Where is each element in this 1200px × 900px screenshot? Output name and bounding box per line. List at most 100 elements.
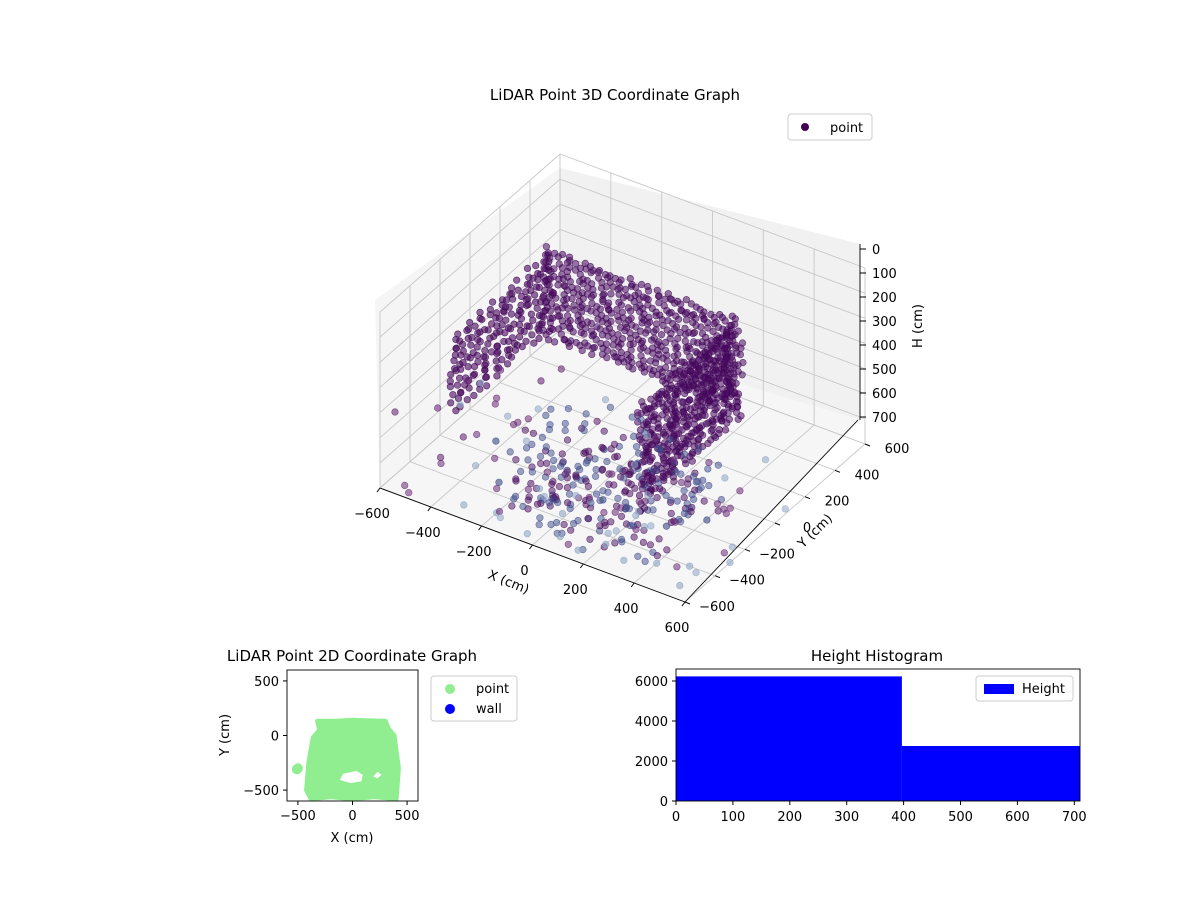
point-3d — [701, 411, 709, 420]
point-3d — [738, 371, 746, 379]
point-3d — [564, 405, 573, 413]
point-3d — [595, 267, 604, 275]
point-3d — [680, 509, 689, 518]
point-3d — [670, 477, 678, 486]
point-3d — [535, 283, 543, 292]
z-tick-label-3d: 200 — [872, 291, 897, 306]
point-3d — [476, 385, 484, 393]
point-region-2d — [304, 717, 401, 801]
point-3d — [550, 496, 558, 504]
point-3d — [723, 353, 732, 361]
point-3d — [447, 399, 455, 407]
point-3d — [493, 342, 502, 350]
chart-3d-title: LiDAR Point 3D Coordinate Graph — [490, 86, 740, 104]
point-3d — [612, 527, 620, 535]
point-3d — [545, 257, 553, 266]
point-3d — [592, 336, 600, 344]
point-3d — [709, 417, 717, 425]
y-tick-label-2d: 500 — [254, 675, 279, 690]
point-3d — [405, 489, 413, 497]
point-3d — [564, 540, 572, 548]
point-3d — [508, 502, 516, 510]
point-3d — [712, 336, 720, 344]
point-3d — [459, 359, 467, 367]
y-axis-line — [684, 419, 859, 603]
point-3d — [726, 327, 734, 336]
point-3d — [616, 465, 624, 473]
point-3d — [530, 339, 538, 347]
point-3d — [496, 513, 505, 522]
point-3d — [477, 379, 485, 387]
x-tick-label-3d: 400 — [614, 602, 639, 617]
chart-3d: −600 −400 −200 0 200 400 600 −600 −400 −200 0 200 40… — [354, 86, 926, 636]
point-3d — [602, 340, 611, 348]
point-3d — [708, 380, 717, 388]
point-3d — [437, 459, 445, 468]
point-3d — [672, 437, 680, 445]
point-3d — [437, 453, 445, 462]
y-tick-label-hist: 4000 — [635, 715, 668, 730]
point-3d — [494, 348, 502, 356]
point-3d — [550, 338, 559, 346]
point-3d — [601, 396, 610, 404]
point-3d — [547, 405, 555, 413]
point-3d — [466, 319, 474, 327]
point-3d — [705, 349, 713, 357]
point-3d — [674, 334, 682, 343]
point-3d — [680, 493, 688, 502]
point-3d — [662, 522, 671, 530]
point-3d — [673, 563, 681, 571]
point-3d — [459, 340, 467, 349]
point-3d — [434, 404, 442, 412]
point-3d — [628, 413, 636, 421]
point-3d — [648, 453, 656, 462]
point-3d — [524, 300, 532, 309]
point-3d — [723, 369, 732, 377]
point-3d — [639, 357, 648, 365]
point-3d — [660, 456, 668, 464]
legend-3d-marker — [801, 123, 809, 131]
legend-3d-frame — [787, 113, 873, 141]
point-3d — [627, 346, 635, 354]
point-3d — [638, 398, 646, 406]
point-3d — [626, 275, 634, 283]
point-3d — [491, 400, 499, 408]
point-3d — [651, 435, 660, 443]
point-3d — [577, 308, 586, 316]
point-3d — [561, 419, 569, 428]
point-3d — [584, 515, 593, 523]
point-3d — [543, 280, 551, 288]
point-3d — [491, 454, 499, 462]
point-3d — [547, 324, 555, 333]
point-3d — [666, 335, 674, 343]
y-tick-label-3d: 200 — [825, 495, 850, 510]
x-tick-3d — [427, 506, 432, 512]
point-3d — [588, 350, 596, 359]
point-3d — [669, 456, 677, 464]
point-3d — [635, 473, 643, 481]
point-3d — [666, 376, 674, 384]
point-3d — [667, 496, 675, 504]
point-3d — [607, 518, 615, 526]
point-3d — [600, 508, 608, 517]
point-3d — [536, 514, 544, 522]
point-3d — [644, 326, 652, 334]
point-3d — [614, 494, 622, 502]
point-3d — [574, 462, 582, 471]
point-3d — [540, 492, 548, 501]
point-3d — [450, 357, 458, 365]
point-3d — [626, 470, 634, 478]
x-tick-label-2d: −500 — [280, 809, 316, 824]
point-3d — [654, 400, 663, 408]
point-3d — [472, 462, 480, 470]
point-3d — [693, 413, 702, 421]
point-3d — [677, 479, 686, 487]
point-3d — [632, 443, 641, 451]
point-3d — [473, 343, 481, 351]
point-3d — [672, 468, 680, 476]
grid-line-z — [379, 228, 866, 388]
x-tick-label-2d: 0 — [348, 809, 356, 824]
point-3d — [509, 421, 518, 429]
point-3d — [533, 304, 541, 312]
point-3d — [661, 432, 670, 440]
